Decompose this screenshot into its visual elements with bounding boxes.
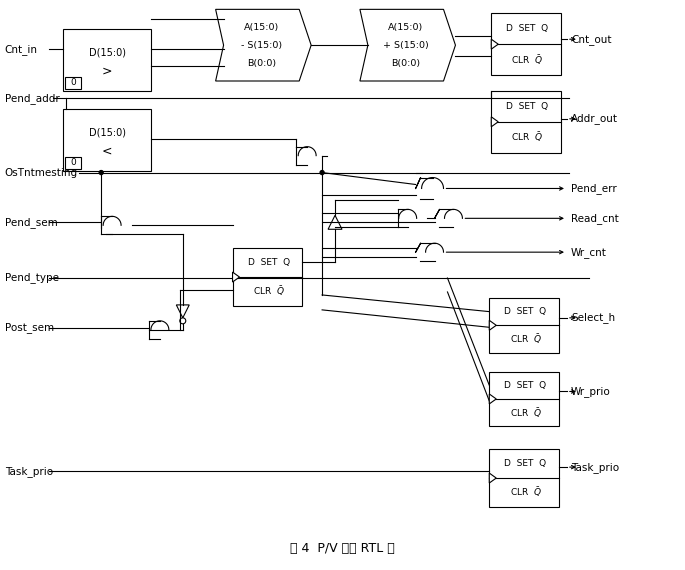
Bar [64,29,151,91]
Text: Select_h: Select_h [571,312,615,323]
Polygon shape [232,272,240,282]
Text: Task_prio: Task_prio [571,462,619,473]
Bar [232,248,302,306]
Polygon shape [489,394,496,404]
Text: CLR  $\bar{Q}$: CLR $\bar{Q}$ [512,131,543,144]
Polygon shape [360,9,456,81]
Text: A(15:0): A(15:0) [388,23,423,32]
Text: Read_cnt: Read_cnt [571,213,619,224]
Text: Cnt_in: Cnt_in [5,44,38,55]
Polygon shape [491,39,498,49]
Text: Pend_err: Pend_err [571,183,616,194]
Circle shape [99,170,103,174]
Text: CLR  $\bar{Q}$: CLR $\bar{Q}$ [510,332,542,346]
Text: + S(15:0): + S(15:0) [383,40,429,50]
Text: CLR  $\bar{Q}$: CLR $\bar{Q}$ [510,406,542,420]
Bar [64,109,151,170]
Text: CLR  $\bar{Q}$: CLR $\bar{Q}$ [253,284,285,299]
Text: OsTntmesting: OsTntmesting [5,168,78,177]
Polygon shape [489,473,496,483]
Text: D  SET  Q: D SET Q [248,258,290,267]
Text: D  SET  Q: D SET Q [504,307,547,316]
Text: Pend_sem: Pend_sem [5,217,58,228]
Text: D  SET  Q: D SET Q [506,25,549,33]
Text: Post_sem: Post_sem [5,323,54,333]
Text: Task_prio: Task_prio [5,466,53,477]
Text: Pend_addr: Pend_addr [5,93,60,104]
Bar [489,449,559,507]
Text: CLR  $\bar{Q}$: CLR $\bar{Q}$ [510,486,542,499]
Polygon shape [176,305,189,318]
Text: Pend_type: Pend_type [5,272,59,283]
Text: D  SET  Q: D SET Q [506,102,549,111]
Text: 0: 0 [71,158,76,167]
Text: A(15:0): A(15:0) [244,23,279,32]
Text: D  SET  Q: D SET Q [504,381,547,390]
Bar [491,13,561,75]
Text: D(15:0): D(15:0) [88,127,125,137]
Text: D(15:0): D(15:0) [88,48,125,58]
Bar [65,157,82,169]
Bar [65,77,82,89]
Bar [489,298,559,353]
Text: Addr_out: Addr_out [571,113,618,124]
Polygon shape [328,215,342,229]
Text: - S(15:0): - S(15:0) [241,40,282,50]
Text: B(0:0): B(0:0) [247,59,276,68]
Text: 0: 0 [71,79,76,87]
Text: Cnt_out: Cnt_out [571,34,612,44]
Polygon shape [489,320,496,330]
Bar [489,372,559,426]
Text: 图 4  P/V 操作 RTL 图: 图 4 P/V 操作 RTL 图 [290,542,395,555]
Text: B(0:0): B(0:0) [391,59,421,68]
Text: Wr_cnt: Wr_cnt [571,247,607,258]
Text: >: > [102,65,112,78]
Text: Wr_prio: Wr_prio [571,386,610,397]
Text: CLR  $\bar{Q}$: CLR $\bar{Q}$ [512,52,543,67]
Text: D  SET  Q: D SET Q [504,459,547,468]
Circle shape [320,170,324,174]
Text: <: < [102,144,112,157]
Polygon shape [491,117,498,127]
Polygon shape [216,9,311,81]
Bar [491,91,561,153]
